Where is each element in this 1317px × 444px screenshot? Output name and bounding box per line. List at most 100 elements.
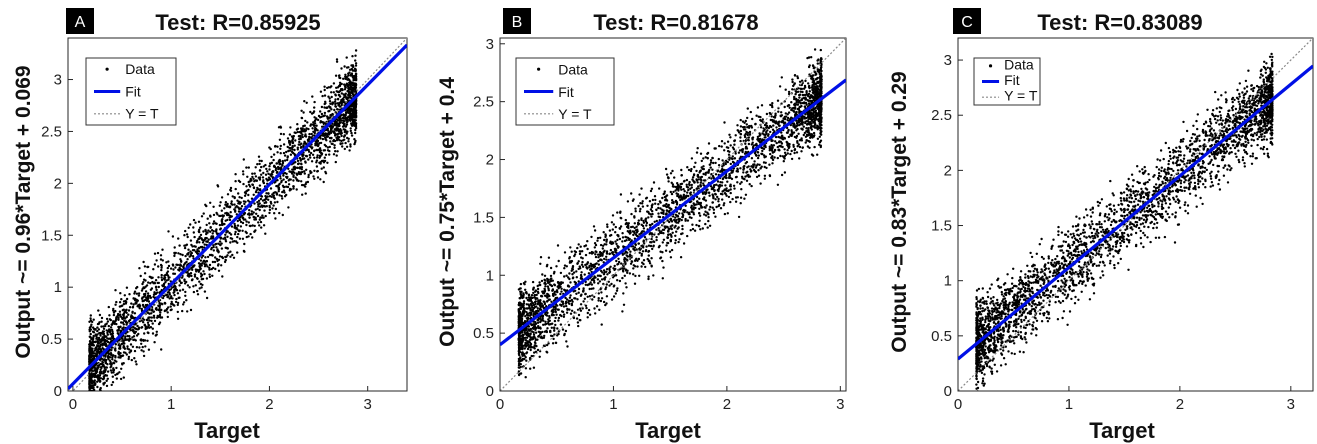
data-point (314, 126, 317, 129)
data-point (113, 359, 117, 362)
data-point (249, 178, 252, 182)
data-point (189, 250, 192, 253)
data-point (173, 272, 177, 275)
data-point (298, 140, 301, 144)
data-point (189, 253, 192, 256)
data-point (347, 74, 350, 77)
data-point (547, 287, 550, 290)
data-point (224, 233, 227, 236)
data-point (319, 90, 323, 93)
data-point (200, 215, 204, 218)
data-point (707, 219, 710, 223)
data-point (318, 156, 321, 159)
data-point (221, 255, 224, 259)
data-point (212, 249, 215, 252)
data-point (114, 354, 117, 358)
data-point (604, 303, 607, 307)
data-point (729, 162, 732, 166)
data-point (95, 368, 99, 371)
data-point (263, 209, 266, 212)
data-point (540, 279, 544, 283)
data-point (193, 275, 197, 278)
data-point (262, 181, 266, 185)
data-point (185, 299, 188, 302)
data-point (168, 276, 171, 279)
data-point (350, 88, 353, 91)
data-point (229, 189, 233, 192)
data-point (783, 157, 786, 160)
data-point (239, 225, 243, 228)
data-point (153, 281, 156, 284)
data-point (196, 249, 199, 252)
data-point (176, 310, 179, 314)
data-point (326, 129, 330, 132)
data-point (330, 95, 333, 99)
data-point (192, 285, 195, 288)
data-point (285, 150, 288, 154)
data-point (146, 292, 150, 295)
data-point (177, 252, 180, 255)
data-point (333, 122, 337, 126)
data-point (158, 313, 162, 317)
data-point (317, 114, 321, 118)
data-point (92, 335, 95, 338)
data-point (264, 198, 267, 201)
data-point (340, 92, 343, 95)
data-point (309, 156, 312, 159)
data-point (208, 263, 212, 267)
data-point (304, 119, 307, 123)
data-point (657, 227, 660, 230)
data-point (241, 237, 245, 240)
data-point (202, 212, 205, 215)
data-point (210, 246, 213, 250)
data-point (99, 362, 103, 366)
data-point (713, 189, 716, 192)
data-point (802, 93, 805, 97)
data-point (312, 124, 316, 128)
data-point (744, 119, 747, 123)
data-point (320, 134, 324, 137)
data-point (217, 269, 221, 272)
data-point (301, 127, 304, 130)
data-point (341, 142, 344, 145)
data-point (198, 280, 201, 283)
data-point (196, 289, 199, 293)
data-point (257, 199, 261, 202)
data-point (583, 297, 586, 300)
data-point (298, 138, 301, 141)
data-point (597, 263, 600, 266)
data-point (242, 173, 245, 176)
data-point (88, 394, 90, 396)
data-point (329, 127, 333, 130)
data-point (238, 180, 242, 184)
data-point (88, 356, 91, 359)
data-point (345, 56, 348, 59)
data-point (678, 196, 681, 199)
data-point (134, 360, 137, 363)
data-point (338, 124, 341, 128)
data-point (296, 166, 299, 169)
data-point (298, 167, 302, 170)
data-point (112, 362, 116, 365)
data-point (112, 309, 115, 312)
data-point (88, 320, 91, 323)
data-point (553, 319, 557, 323)
data-point (326, 161, 329, 164)
data-point (281, 190, 284, 194)
data-point (344, 141, 347, 145)
data-point (307, 158, 310, 161)
data-point (167, 264, 171, 268)
data-point (209, 230, 212, 233)
data-point (605, 258, 608, 261)
data-point (91, 392, 93, 394)
data-point (88, 350, 92, 354)
data-point (147, 265, 150, 269)
data-point (112, 313, 116, 317)
data-point (147, 317, 150, 320)
data-point (268, 195, 272, 198)
data-point (550, 284, 554, 288)
data-point (731, 155, 734, 158)
data-point (789, 152, 792, 156)
data-point (698, 171, 701, 174)
data-point (348, 68, 352, 72)
